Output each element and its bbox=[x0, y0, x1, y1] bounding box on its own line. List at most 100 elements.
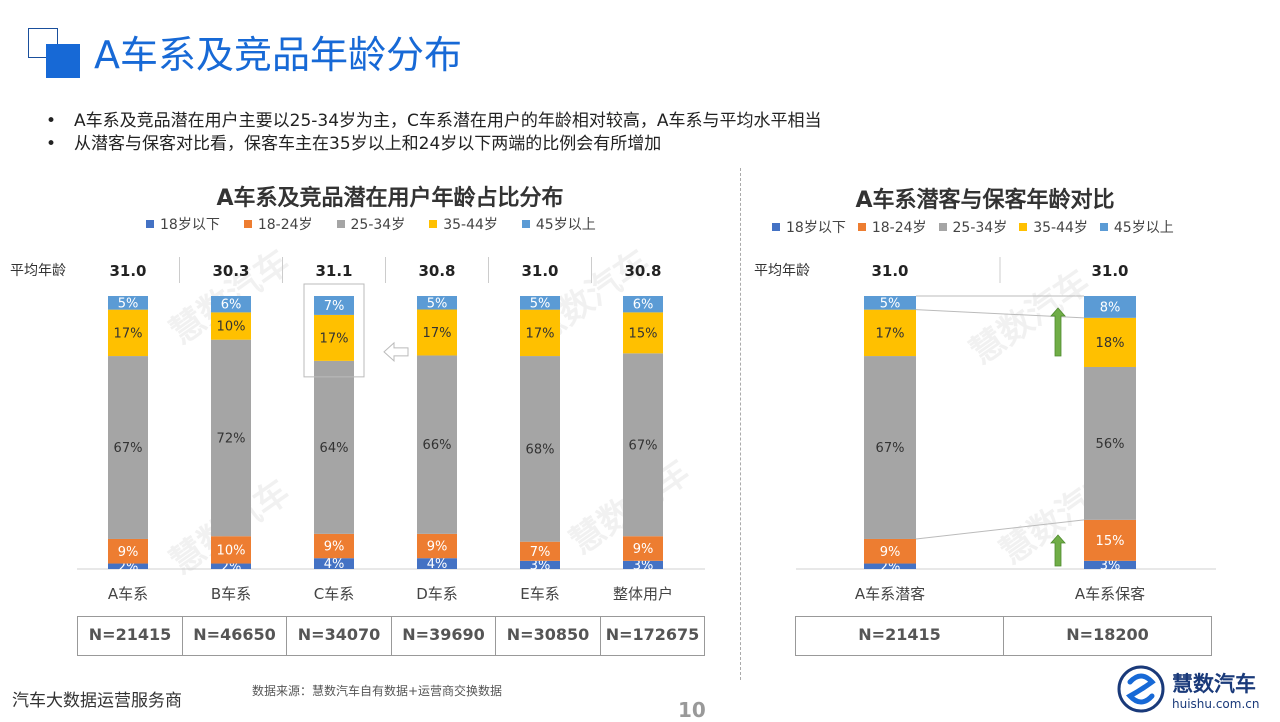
legend-item: 25-34岁 bbox=[336, 214, 405, 234]
category-tick-label: A车系潜客 bbox=[855, 585, 925, 603]
legend-swatch bbox=[336, 220, 345, 228]
legend-swatch bbox=[938, 223, 947, 231]
bar-value-label: 68% bbox=[526, 442, 555, 457]
legend-item: 18-24岁 bbox=[857, 217, 927, 237]
bar-segment bbox=[211, 339, 251, 537]
bar-value-label: 72% bbox=[217, 431, 246, 446]
bar-segment bbox=[417, 355, 457, 534]
bar-segment bbox=[864, 296, 916, 310]
bar-segment bbox=[520, 560, 560, 569]
bar-segment bbox=[623, 312, 663, 354]
sample-size-cell: N=30850 bbox=[496, 617, 601, 655]
legend-swatch bbox=[243, 220, 252, 228]
sample-size-cell: N=18200 bbox=[1066, 625, 1149, 644]
footer-tagline: 汽车大数据运营服务商 bbox=[12, 691, 182, 711]
page-number: 10 bbox=[678, 698, 706, 722]
legend-item: 18岁以下 bbox=[772, 217, 846, 237]
bar-segment bbox=[314, 558, 354, 569]
sample-size-cell: N=39690 bbox=[392, 617, 496, 655]
logo-name: 慧数汽车 bbox=[1172, 672, 1256, 696]
bar-segment bbox=[417, 296, 457, 310]
legend-swatch bbox=[1019, 223, 1028, 231]
bar-segment bbox=[211, 296, 251, 313]
bar-value-label: 17% bbox=[876, 326, 905, 341]
bar-value-label: 9% bbox=[118, 545, 139, 560]
bullet-item: • 从潜客与保客对比看，保客车主在35岁以上和24岁以下两端的比例会有所增加 bbox=[46, 134, 662, 154]
bar-value-label: 66% bbox=[423, 438, 452, 453]
avg-age-value: 31.0 bbox=[1091, 262, 1128, 280]
bar-value-label: 9% bbox=[880, 545, 901, 560]
category-tick-label: A车系保客 bbox=[1075, 585, 1145, 603]
legend-swatch bbox=[772, 223, 780, 231]
legend-swatch bbox=[429, 220, 438, 228]
right-stacked-bar-chart: 2%9%67%17%5%A车系潜客31.03%15%56%18%8%A车系保客3… bbox=[796, 257, 1216, 603]
connector-line bbox=[915, 519, 1085, 540]
bar-segment bbox=[314, 533, 354, 559]
bar-segment bbox=[1084, 519, 1136, 561]
legend-swatch bbox=[146, 220, 154, 228]
bar-value-label: 67% bbox=[114, 441, 143, 456]
highlight-arrow-icon bbox=[383, 341, 409, 363]
left-chart-title: A车系及竞品潜在用户年龄占比分布 bbox=[216, 186, 564, 211]
bar-segment bbox=[520, 541, 560, 561]
bar-value-label: 18% bbox=[1096, 336, 1125, 351]
bar-segment bbox=[108, 563, 148, 569]
bar-value-label: 3% bbox=[530, 558, 551, 573]
bar-value-label: 6% bbox=[221, 298, 242, 313]
legend-item: 25-34岁 bbox=[938, 217, 1007, 237]
bar-value-label: 6% bbox=[633, 298, 654, 313]
bullet-text: 从潜客与保客对比看，保客车主在35岁以上和24岁以下两端的比例会有所增加 bbox=[74, 134, 662, 154]
bar-value-label: 17% bbox=[114, 326, 143, 341]
avg-age-value: 30.8 bbox=[624, 262, 661, 280]
avg-age-value: 31.0 bbox=[109, 262, 146, 280]
bar-value-label: 67% bbox=[876, 441, 905, 456]
legend-swatch bbox=[857, 223, 866, 231]
bullet-list: • A车系及竞品潜在用户主要以25-34岁为主，C车系潜在用户的年龄相对较高，A车… bbox=[46, 110, 822, 156]
bar-value-label: 9% bbox=[324, 540, 345, 555]
bar-segment bbox=[520, 309, 560, 357]
bar-segment bbox=[108, 538, 148, 564]
avg-age-value: 30.8 bbox=[418, 262, 455, 280]
left-sample-size-row: N=21415 N=46650 N=34070 N=39690 N=30850 … bbox=[77, 616, 705, 656]
left-avg-age-label: 平均年龄 bbox=[10, 263, 66, 279]
bar-value-label: 5% bbox=[530, 296, 551, 311]
bar-segment bbox=[623, 536, 663, 561]
bar-value-label: 64% bbox=[320, 441, 349, 456]
bar-value-label: 17% bbox=[320, 331, 349, 346]
bar-segment bbox=[314, 314, 354, 361]
title-decoration-fill bbox=[46, 44, 80, 78]
bar-segment bbox=[211, 536, 251, 564]
bar-segment bbox=[864, 563, 916, 569]
bar-segment bbox=[1084, 366, 1136, 520]
data-source-note: 数据来源：慧数汽车自有数据+运营商交换数据 bbox=[252, 684, 503, 698]
bar-segment bbox=[1084, 317, 1136, 367]
bar-value-label: 9% bbox=[427, 540, 448, 555]
legend-item: 45岁以上 bbox=[1099, 217, 1174, 237]
left-stacked-bar-chart: 2%9%67%17%5%A车系31.02%10%72%10%6%B车系30.34… bbox=[77, 257, 705, 603]
bar-value-label: 3% bbox=[633, 558, 654, 573]
sample-size-cell: N=46650 bbox=[183, 617, 287, 655]
bar-value-label: 5% bbox=[118, 296, 139, 311]
category-tick-label: A车系 bbox=[108, 585, 148, 603]
avg-age-value: 31.1 bbox=[315, 262, 352, 280]
bar-segment bbox=[864, 356, 916, 539]
bar-segment bbox=[1084, 560, 1136, 569]
bar-value-label: 56% bbox=[1096, 437, 1125, 452]
bar-segment bbox=[520, 296, 560, 310]
bar-value-label: 8% bbox=[1100, 300, 1121, 315]
avg-age-value: 30.3 bbox=[212, 262, 249, 280]
right-chart-title: A车系潜客与保客年龄对比 bbox=[855, 188, 1115, 213]
bar-segment bbox=[108, 296, 148, 310]
bar-value-label: 5% bbox=[880, 296, 901, 311]
category-tick-label: E车系 bbox=[520, 585, 559, 603]
category-tick-label: 整体用户 bbox=[613, 585, 673, 603]
bar-segment bbox=[108, 356, 148, 539]
bar-segment bbox=[417, 309, 457, 356]
bar-value-label: 7% bbox=[530, 545, 551, 560]
category-tick-label: C车系 bbox=[314, 585, 354, 603]
sample-size-cell: N=21415 bbox=[796, 617, 1004, 655]
bar-value-label: 3% bbox=[1100, 558, 1121, 573]
bar-value-label: 7% bbox=[324, 299, 345, 314]
bar-value-label: 17% bbox=[423, 326, 452, 341]
bar-segment bbox=[623, 560, 663, 569]
